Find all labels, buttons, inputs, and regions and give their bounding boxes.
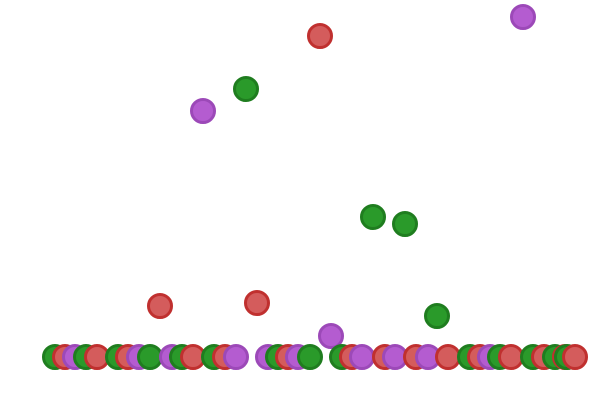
purple-ball[interactable] — [510, 4, 536, 30]
green-ball[interactable] — [233, 76, 259, 102]
red-ball[interactable] — [244, 290, 270, 316]
purple-ball[interactable] — [318, 323, 344, 349]
purple-ball[interactable] — [190, 98, 216, 124]
green-ball[interactable] — [392, 211, 418, 237]
red-ball[interactable] — [562, 344, 588, 370]
green-ball[interactable] — [424, 303, 450, 329]
green-ball[interactable] — [297, 344, 323, 370]
red-ball[interactable] — [307, 23, 333, 49]
red-ball[interactable] — [147, 293, 173, 319]
green-ball[interactable] — [360, 204, 386, 230]
purple-ball[interactable] — [223, 344, 249, 370]
green-ball[interactable] — [137, 344, 163, 370]
